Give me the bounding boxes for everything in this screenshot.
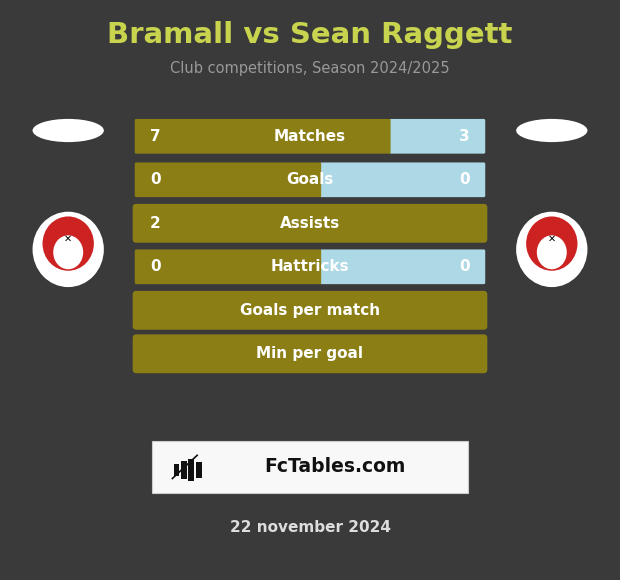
- Text: FcTables.com: FcTables.com: [265, 458, 406, 476]
- FancyBboxPatch shape: [133, 117, 391, 155]
- FancyBboxPatch shape: [133, 291, 487, 329]
- Text: 22 november 2024: 22 november 2024: [229, 520, 391, 535]
- Text: 0: 0: [459, 259, 470, 274]
- Ellipse shape: [516, 212, 587, 287]
- Text: 0: 0: [150, 172, 161, 187]
- Text: Club competitions, Season 2024/2025: Club competitions, Season 2024/2025: [170, 61, 450, 76]
- Text: 3: 3: [459, 129, 470, 144]
- FancyBboxPatch shape: [299, 247, 487, 286]
- Text: ✕: ✕: [64, 234, 73, 244]
- FancyBboxPatch shape: [181, 461, 187, 478]
- Ellipse shape: [526, 216, 577, 271]
- Text: Min per goal: Min per goal: [257, 346, 363, 361]
- FancyBboxPatch shape: [196, 462, 202, 478]
- Text: 2: 2: [150, 216, 161, 231]
- Ellipse shape: [33, 119, 104, 142]
- Text: Goals: Goals: [286, 172, 334, 187]
- FancyBboxPatch shape: [133, 334, 487, 374]
- Text: Goals per match: Goals per match: [240, 303, 380, 318]
- FancyBboxPatch shape: [188, 459, 194, 481]
- FancyBboxPatch shape: [133, 160, 321, 199]
- Text: 7: 7: [150, 129, 161, 144]
- FancyBboxPatch shape: [133, 204, 487, 243]
- Ellipse shape: [537, 235, 567, 269]
- Ellipse shape: [516, 119, 587, 142]
- FancyBboxPatch shape: [174, 464, 179, 476]
- Text: ✕: ✕: [547, 234, 556, 244]
- Text: 0: 0: [150, 259, 161, 274]
- Ellipse shape: [43, 216, 94, 271]
- Text: Assists: Assists: [280, 216, 340, 231]
- Ellipse shape: [53, 235, 83, 269]
- Text: Hattricks: Hattricks: [271, 259, 349, 274]
- FancyBboxPatch shape: [368, 117, 487, 155]
- Text: Matches: Matches: [274, 129, 346, 144]
- FancyBboxPatch shape: [152, 441, 468, 493]
- FancyBboxPatch shape: [133, 247, 321, 286]
- Text: Bramall vs Sean Raggett: Bramall vs Sean Raggett: [107, 21, 513, 49]
- Ellipse shape: [33, 212, 104, 287]
- Text: 0: 0: [459, 172, 470, 187]
- FancyBboxPatch shape: [299, 160, 487, 199]
